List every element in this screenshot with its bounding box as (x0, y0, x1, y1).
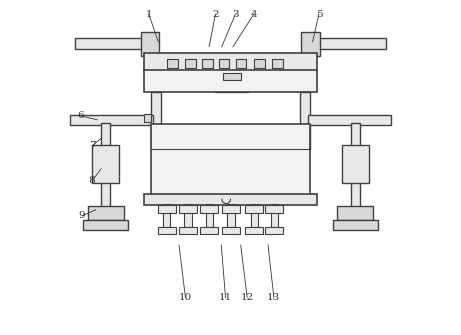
Text: 7: 7 (89, 141, 95, 150)
Bar (245, 227, 263, 234)
Bar (146, 55, 154, 64)
Bar (333, 219, 378, 230)
Text: 10: 10 (179, 293, 192, 302)
Text: 11: 11 (219, 293, 232, 302)
Bar (202, 59, 213, 68)
Bar (254, 59, 265, 68)
Bar (245, 205, 263, 212)
Text: 2: 2 (212, 9, 219, 18)
Bar (158, 227, 176, 234)
Bar (222, 227, 240, 234)
Text: 9: 9 (79, 211, 85, 220)
Bar (300, 92, 310, 149)
Bar (141, 32, 160, 56)
Bar (88, 206, 124, 220)
Bar (151, 124, 310, 195)
Bar (92, 145, 119, 183)
Text: 3: 3 (232, 9, 239, 18)
Bar (201, 205, 219, 212)
Bar (312, 39, 386, 49)
Bar (83, 219, 128, 230)
Bar (250, 204, 258, 227)
Bar (179, 205, 197, 212)
Bar (167, 59, 178, 68)
Text: 12: 12 (241, 293, 254, 302)
Text: 5: 5 (316, 9, 322, 18)
Bar (301, 32, 319, 56)
Bar (227, 204, 235, 227)
Text: 8: 8 (89, 176, 95, 185)
Bar (158, 205, 176, 212)
Bar (144, 114, 151, 123)
Bar (271, 204, 278, 227)
Bar (101, 123, 110, 210)
Bar (219, 59, 230, 68)
Text: 13: 13 (267, 293, 280, 302)
Polygon shape (215, 78, 249, 92)
Bar (222, 205, 240, 212)
Bar (223, 73, 241, 80)
Bar (351, 123, 360, 210)
Bar (265, 205, 283, 212)
Bar (144, 194, 317, 205)
Bar (342, 145, 369, 183)
Bar (151, 92, 161, 149)
Bar (179, 227, 197, 234)
Bar (70, 116, 153, 125)
Bar (201, 227, 219, 234)
Bar (308, 116, 391, 125)
Bar (144, 53, 317, 71)
Bar (306, 55, 314, 64)
Text: 4: 4 (250, 9, 257, 18)
Bar (337, 206, 373, 220)
Bar (144, 70, 317, 92)
Bar (265, 227, 283, 234)
Bar (184, 204, 192, 227)
Text: 6: 6 (77, 111, 84, 120)
Bar (75, 39, 149, 49)
Bar (206, 204, 213, 227)
Bar (272, 59, 283, 68)
Bar (185, 59, 196, 68)
Text: 1: 1 (146, 9, 152, 18)
Bar (236, 59, 246, 68)
Bar (163, 204, 171, 227)
